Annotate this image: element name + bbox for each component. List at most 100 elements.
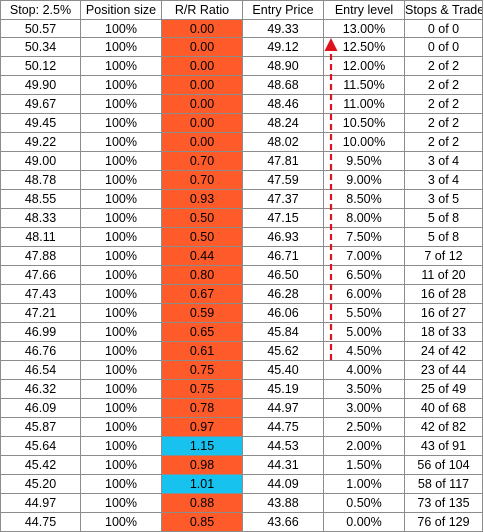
stop-cell[interactable]: 50.12 bbox=[0, 57, 81, 76]
position-size-cell[interactable]: 100% bbox=[81, 171, 162, 190]
header-stop[interactable]: Stop: 2.5% bbox=[0, 0, 81, 20]
stop-cell[interactable]: 48.55 bbox=[0, 190, 81, 209]
stop-cell[interactable]: 48.78 bbox=[0, 171, 81, 190]
stop-cell[interactable]: 45.42 bbox=[0, 456, 81, 475]
stops-trades-cell[interactable]: 3 of 4 bbox=[405, 171, 483, 190]
position-size-cell[interactable]: 100% bbox=[81, 190, 162, 209]
entry-level-cell[interactable]: 12.00% bbox=[324, 57, 405, 76]
position-size-cell[interactable]: 100% bbox=[81, 76, 162, 95]
stops-trades-cell[interactable]: 2 of 2 bbox=[405, 114, 483, 133]
entry-level-cell[interactable]: 5.00% bbox=[324, 323, 405, 342]
entry-price-cell[interactable]: 48.90 bbox=[243, 57, 324, 76]
stops-trades-cell[interactable]: 24 of 42 bbox=[405, 342, 483, 361]
stops-trades-cell[interactable]: 40 of 68 bbox=[405, 399, 483, 418]
rr-ratio-cell[interactable]: 0.00 bbox=[162, 114, 243, 133]
position-size-cell[interactable]: 100% bbox=[81, 247, 162, 266]
rr-ratio-cell[interactable]: 0.88 bbox=[162, 494, 243, 513]
stops-trades-cell[interactable]: 0 of 0 bbox=[405, 38, 483, 57]
entry-level-cell[interactable]: 6.00% bbox=[324, 285, 405, 304]
stops-trades-cell[interactable]: 2 of 2 bbox=[405, 57, 483, 76]
stop-cell[interactable]: 50.57 bbox=[0, 19, 81, 38]
entry-level-cell[interactable]: 7.50% bbox=[324, 228, 405, 247]
rr-ratio-cell[interactable]: 0.98 bbox=[162, 456, 243, 475]
entry-price-cell[interactable]: 46.50 bbox=[243, 266, 324, 285]
position-size-cell[interactable]: 100% bbox=[81, 114, 162, 133]
position-size-cell[interactable]: 100% bbox=[81, 38, 162, 57]
entry-price-cell[interactable]: 47.37 bbox=[243, 190, 324, 209]
entry-level-cell[interactable]: 6.50% bbox=[324, 266, 405, 285]
position-size-cell[interactable]: 100% bbox=[81, 228, 162, 247]
entry-level-cell[interactable]: 1.50% bbox=[324, 456, 405, 475]
position-size-cell[interactable]: 100% bbox=[81, 57, 162, 76]
stop-cell[interactable]: 45.20 bbox=[0, 475, 81, 494]
rr-ratio-cell[interactable]: 0.85 bbox=[162, 513, 243, 532]
position-size-cell[interactable]: 100% bbox=[81, 152, 162, 171]
entry-price-cell[interactable]: 44.53 bbox=[243, 437, 324, 456]
entry-price-cell[interactable]: 45.40 bbox=[243, 361, 324, 380]
position-size-cell[interactable]: 100% bbox=[81, 133, 162, 152]
stops-trades-cell[interactable]: 16 of 28 bbox=[405, 285, 483, 304]
stop-cell[interactable]: 45.87 bbox=[0, 418, 81, 437]
rr-ratio-cell[interactable]: 0.93 bbox=[162, 190, 243, 209]
stops-trades-cell[interactable]: 16 of 27 bbox=[405, 304, 483, 323]
stop-cell[interactable]: 44.97 bbox=[0, 494, 81, 513]
entry-level-cell[interactable]: 11.50% bbox=[324, 76, 405, 95]
entry-price-cell[interactable]: 46.28 bbox=[243, 285, 324, 304]
stops-trades-cell[interactable]: 5 of 8 bbox=[405, 228, 483, 247]
rr-ratio-cell[interactable]: 0.00 bbox=[162, 19, 243, 38]
rr-ratio-cell[interactable]: 0.65 bbox=[162, 323, 243, 342]
stops-trades-cell[interactable]: 3 of 5 bbox=[405, 190, 483, 209]
position-size-cell[interactable]: 100% bbox=[81, 323, 162, 342]
position-size-cell[interactable]: 100% bbox=[81, 475, 162, 494]
entry-level-cell[interactable]: 4.50% bbox=[324, 342, 405, 361]
rr-ratio-cell[interactable]: 0.59 bbox=[162, 304, 243, 323]
stops-trades-cell[interactable]: 43 of 91 bbox=[405, 437, 483, 456]
entry-level-cell[interactable]: 2.50% bbox=[324, 418, 405, 437]
stops-trades-cell[interactable]: 11 of 20 bbox=[405, 266, 483, 285]
entry-price-cell[interactable]: 49.33 bbox=[243, 19, 324, 38]
stop-cell[interactable]: 45.64 bbox=[0, 437, 81, 456]
rr-ratio-cell[interactable]: 0.80 bbox=[162, 266, 243, 285]
entry-price-cell[interactable]: 48.46 bbox=[243, 95, 324, 114]
stop-cell[interactable]: 49.45 bbox=[0, 114, 81, 133]
stop-cell[interactable]: 47.21 bbox=[0, 304, 81, 323]
entry-level-cell[interactable]: 0.50% bbox=[324, 494, 405, 513]
entry-level-cell[interactable]: 9.00% bbox=[324, 171, 405, 190]
entry-level-cell[interactable]: 8.00% bbox=[324, 209, 405, 228]
entry-level-cell[interactable]: 3.50% bbox=[324, 380, 405, 399]
stops-trades-cell[interactable]: 25 of 49 bbox=[405, 380, 483, 399]
position-size-cell[interactable]: 100% bbox=[81, 513, 162, 532]
position-size-cell[interactable]: 100% bbox=[81, 380, 162, 399]
stops-trades-cell[interactable]: 42 of 82 bbox=[405, 418, 483, 437]
stop-cell[interactable]: 46.32 bbox=[0, 380, 81, 399]
stops-trades-cell[interactable]: 5 of 8 bbox=[405, 209, 483, 228]
entry-price-cell[interactable]: 46.71 bbox=[243, 247, 324, 266]
entry-level-cell[interactable]: 2.00% bbox=[324, 437, 405, 456]
stop-cell[interactable]: 49.67 bbox=[0, 95, 81, 114]
rr-ratio-cell[interactable]: 0.44 bbox=[162, 247, 243, 266]
stop-cell[interactable]: 49.22 bbox=[0, 133, 81, 152]
stop-cell[interactable]: 49.00 bbox=[0, 152, 81, 171]
stop-cell[interactable]: 48.11 bbox=[0, 228, 81, 247]
entry-price-cell[interactable]: 44.97 bbox=[243, 399, 324, 418]
stop-cell[interactable]: 44.75 bbox=[0, 513, 81, 532]
header-entry-price[interactable]: Entry Price bbox=[243, 0, 324, 20]
rr-ratio-cell[interactable]: 0.50 bbox=[162, 209, 243, 228]
rr-ratio-cell[interactable]: 0.78 bbox=[162, 399, 243, 418]
header-entry-level[interactable]: Entry level bbox=[324, 0, 405, 20]
entry-level-cell[interactable]: 4.00% bbox=[324, 361, 405, 380]
stop-cell[interactable]: 47.43 bbox=[0, 285, 81, 304]
stop-cell[interactable]: 50.34 bbox=[0, 38, 81, 57]
rr-ratio-cell[interactable]: 1.01 bbox=[162, 475, 243, 494]
rr-ratio-cell[interactable]: 1.15 bbox=[162, 437, 243, 456]
position-size-cell[interactable]: 100% bbox=[81, 266, 162, 285]
entry-price-cell[interactable]: 47.15 bbox=[243, 209, 324, 228]
stop-cell[interactable]: 46.99 bbox=[0, 323, 81, 342]
rr-ratio-cell[interactable]: 0.75 bbox=[162, 361, 243, 380]
entry-price-cell[interactable]: 48.02 bbox=[243, 133, 324, 152]
rr-ratio-cell[interactable]: 0.97 bbox=[162, 418, 243, 437]
position-size-cell[interactable]: 100% bbox=[81, 285, 162, 304]
rr-ratio-cell[interactable]: 0.70 bbox=[162, 152, 243, 171]
position-size-cell[interactable]: 100% bbox=[81, 399, 162, 418]
rr-ratio-cell[interactable]: 0.61 bbox=[162, 342, 243, 361]
